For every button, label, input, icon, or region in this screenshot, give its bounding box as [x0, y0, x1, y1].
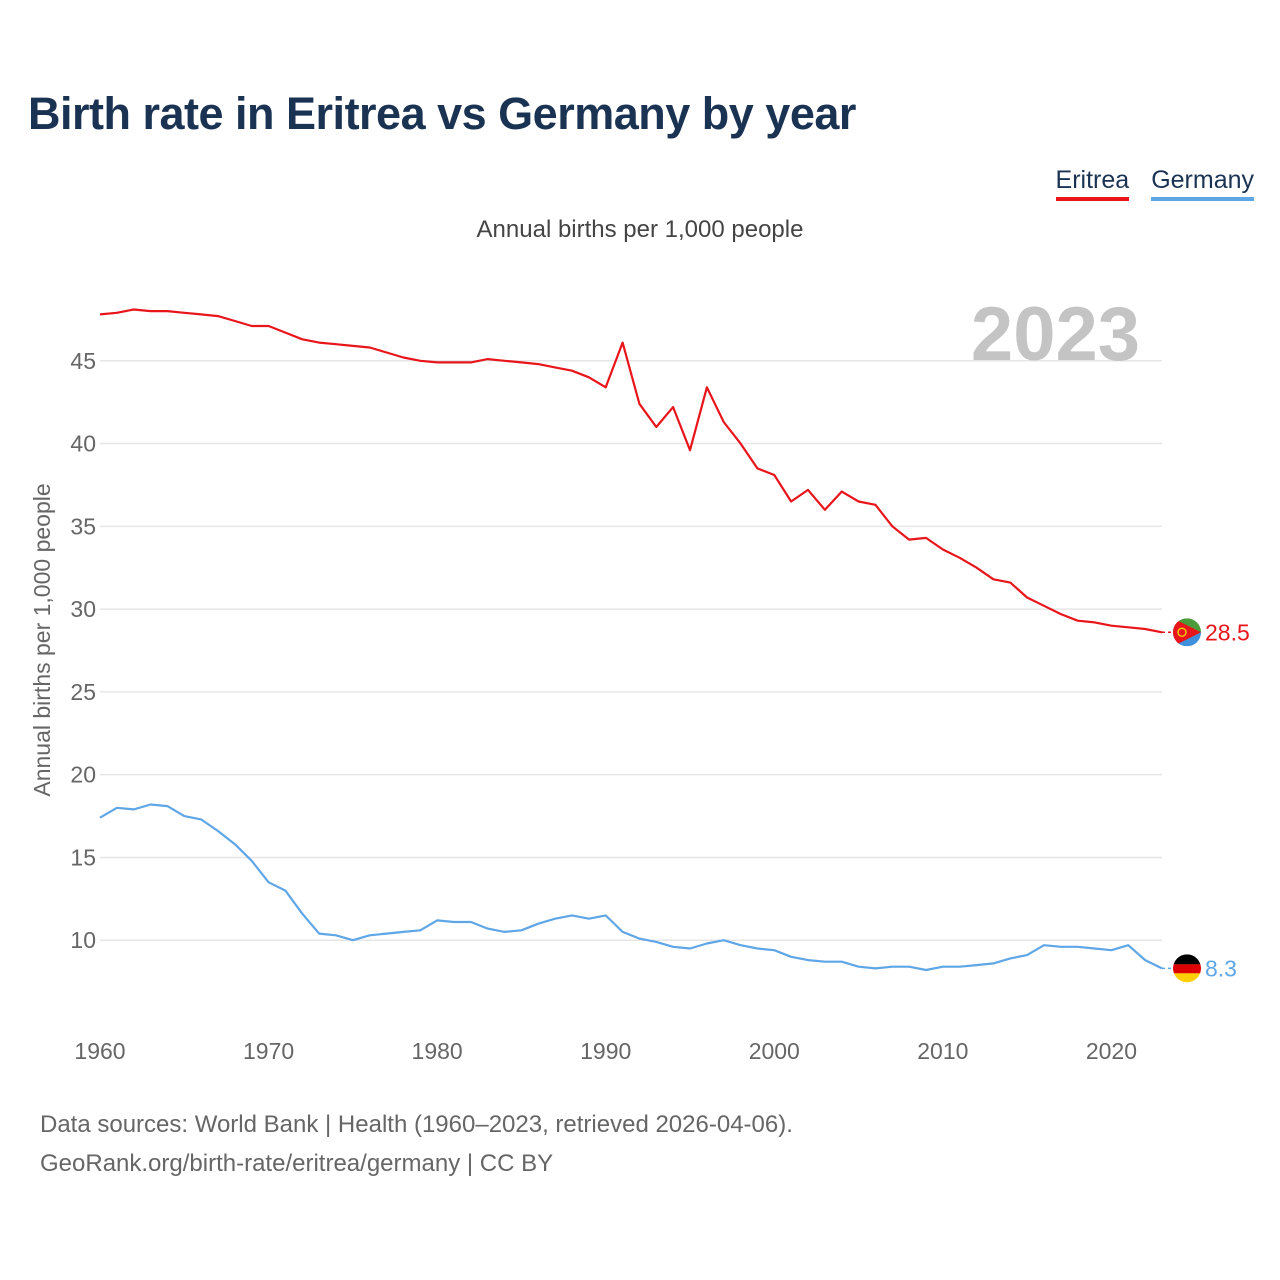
y-axis-ticks: 10 15 20 25 30 35 40 45	[70, 348, 96, 953]
series-line-germany[interactable]	[99, 803, 1163, 972]
y-tick-label: 30	[70, 596, 96, 622]
end-value-label-eritrea: 28.5	[1205, 619, 1250, 645]
series-lines	[99, 308, 1163, 972]
y-tick-label: 15	[70, 844, 96, 870]
y-axis-label: Annual births per 1,000 people	[29, 483, 55, 796]
footer: Data sources: World Bank | Health (1960–…	[40, 1105, 793, 1183]
chart-title: Birth rate in Eritrea vs Germany by year	[28, 88, 856, 139]
legend: Eritrea Germany	[1055, 166, 1254, 201]
y-tick-label: 25	[70, 679, 96, 705]
y-tick-label: 35	[70, 513, 96, 539]
year-watermark: 2023	[971, 292, 1140, 377]
series-line-eritrea[interactable]	[99, 308, 1163, 634]
x-tick-label: 2000	[749, 1038, 800, 1064]
end-markers: 28.5 8.3	[1162, 618, 1250, 983]
eritrea-flag-icon	[1173, 618, 1201, 647]
footer-link[interactable]: GeoRank.org/birth-rate/eritrea/germany |…	[40, 1150, 554, 1177]
y-tick-label: 45	[70, 348, 96, 374]
x-tick-label: 1960	[74, 1038, 125, 1064]
legend-item-eritrea[interactable]: Eritrea	[1055, 166, 1130, 201]
x-tick-label: 1970	[243, 1038, 294, 1064]
legend-item-germany[interactable]: Germany	[1151, 166, 1254, 201]
x-tick-label: 2010	[917, 1038, 968, 1064]
germany-flag-icon	[1173, 954, 1201, 983]
chart-subtitle: Annual births per 1,000 people	[476, 216, 804, 243]
x-axis-ticks: 1960 1970 1980 1990 2000 2010 2020	[74, 1038, 1137, 1064]
x-tick-label: 1990	[580, 1038, 631, 1064]
y-tick-label: 40	[70, 431, 96, 457]
end-value-label-germany: 8.3	[1205, 955, 1237, 981]
gridlines	[100, 360, 1162, 941]
y-tick-label: 20	[70, 762, 96, 788]
x-tick-label: 1980	[412, 1038, 463, 1064]
x-tick-label: 2020	[1086, 1038, 1137, 1064]
footer-source: Data sources: World Bank | Health (1960–…	[40, 1111, 793, 1138]
y-tick-label: 10	[70, 927, 96, 953]
